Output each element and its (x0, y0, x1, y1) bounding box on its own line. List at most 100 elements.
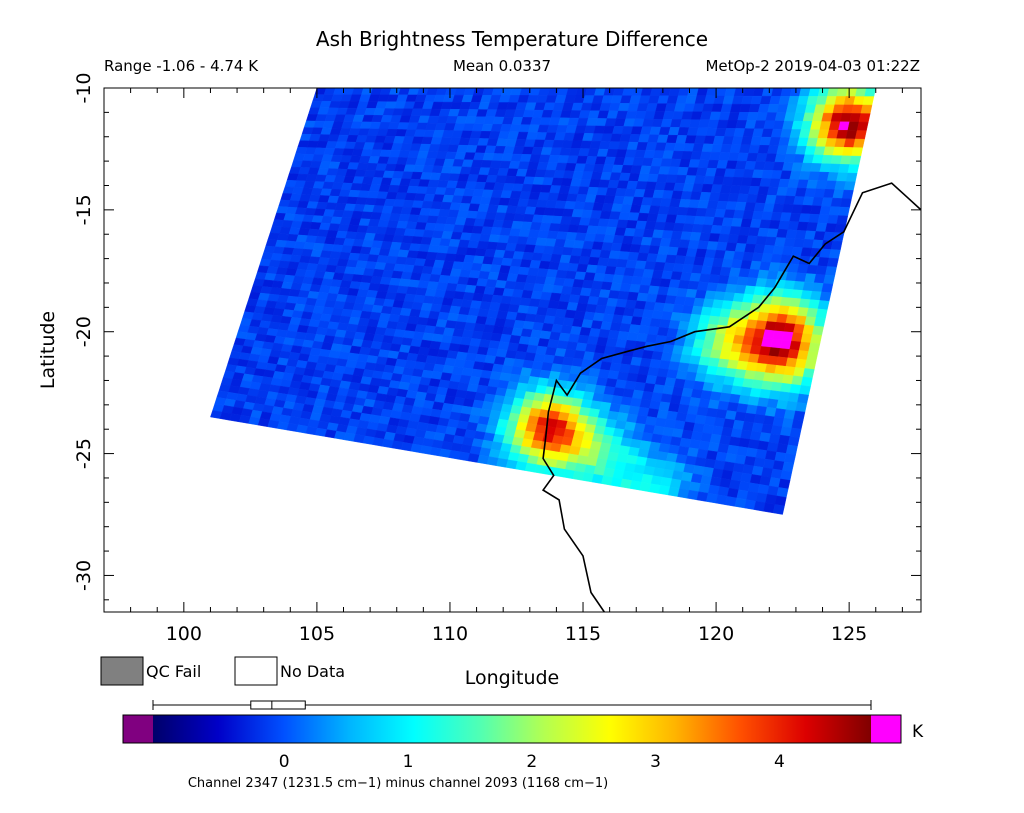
swath-cell (784, 453, 796, 464)
swath-cell (830, 240, 843, 251)
x-axis: 100 105 110 115 120 125 (130, 88, 903, 645)
swath-cell (828, 249, 841, 259)
y-tick-label: -15 (73, 194, 95, 225)
x-tick-label: 110 (432, 623, 468, 645)
y-tick-label: -25 (73, 438, 95, 469)
swath-cell (789, 427, 802, 438)
x-tick-label: 120 (698, 623, 734, 645)
swath-cell (819, 291, 832, 302)
swath-cells (210, 88, 877, 515)
source-label: MetOp-2 2019-04-03 01:22Z (705, 57, 920, 75)
plot-area (210, 88, 921, 612)
swath-cell (791, 419, 804, 430)
swath-cell (782, 417, 794, 429)
x-axis-label: Longitude (465, 667, 560, 689)
swath-cell (821, 283, 834, 293)
swath-cell (840, 198, 852, 208)
plot-frame (103, 87, 922, 613)
qc-fail-label: QC Fail (146, 662, 201, 681)
swath-cell (778, 478, 791, 490)
range-label: Range -1.06 - 4.74 K (104, 57, 259, 75)
swath-cell (815, 308, 828, 319)
swath-cell (763, 415, 775, 426)
swath-cell (845, 172, 858, 183)
swath-cell (813, 317, 826, 328)
swath-cell (817, 300, 830, 311)
colorbar-unit: K (912, 722, 924, 742)
y-axis-label: Latitude (37, 311, 59, 389)
colorbar-caption: Channel 2347 (1231.5 cm−1) minus channel… (188, 776, 608, 791)
swath-cell (787, 436, 800, 447)
x-tick-label: 100 (166, 623, 202, 645)
y-tick-label: -20 (73, 316, 95, 347)
colorbar-under (123, 715, 153, 743)
x-tick-label: 125 (831, 623, 867, 645)
swath-cell (795, 402, 808, 413)
mean-label: Mean 0.0337 (453, 57, 551, 75)
swath-cell (797, 393, 809, 404)
swath-cell (851, 147, 863, 157)
swath-cell (765, 450, 777, 461)
swath-cell (723, 461, 736, 472)
swath-cell (853, 138, 865, 148)
x-tick-label: 115 (565, 623, 601, 645)
y-tick-label: -30 (73, 560, 95, 591)
swath-cell (825, 266, 837, 276)
colorbar-tick-label: 0 (279, 752, 290, 772)
colorbar (153, 715, 871, 743)
swath-cell (709, 476, 722, 487)
swath-cell (836, 215, 849, 225)
swath-cell (785, 444, 798, 456)
colorbar-tick-label: 4 (774, 752, 785, 772)
swath-cell (808, 342, 821, 353)
boxplot-box (250, 700, 306, 710)
qc-fail-swatch (100, 656, 144, 686)
swath-cell (782, 461, 795, 473)
swath-cell (860, 104, 873, 114)
y-axis: -10 -15 -20 -25 -30 (73, 72, 921, 601)
swath-cell (776, 443, 789, 454)
chart-title: Ash Brightness Temperature Difference (316, 27, 708, 51)
swath-cell (854, 130, 867, 140)
swath-cell (810, 334, 822, 345)
swath-cell (763, 502, 776, 514)
swath-cell (804, 359, 817, 370)
swath-cell (776, 487, 789, 498)
y-tick-label: -10 (73, 72, 95, 103)
swath-cell (841, 189, 854, 200)
no-data-swatch (234, 656, 278, 686)
swath-cell (843, 181, 856, 191)
coastline (541, 182, 921, 612)
swath-cell (802, 368, 815, 379)
swath-cell (838, 206, 850, 217)
colorbar-tick-label: 1 (403, 752, 414, 772)
swath-cell (755, 448, 768, 460)
swath-cell (768, 477, 781, 488)
swath-cell (734, 454, 747, 465)
colorbar-boxplot (152, 700, 872, 710)
swath-cell (862, 96, 875, 106)
swath-cell (800, 376, 813, 387)
colorbar-over (871, 715, 901, 743)
no-data-label: No Data (280, 662, 345, 681)
swath-cell (826, 257, 839, 268)
swath-cell (847, 164, 860, 174)
colorbar-frame (122, 714, 902, 744)
colorbar-ticks: 0 1 2 3 4 (279, 752, 785, 772)
colorbar-tick-label: 3 (650, 752, 661, 772)
colorbar-tick-label: 2 (526, 752, 537, 772)
swath-cell (745, 447, 758, 458)
swath-cell (849, 155, 862, 166)
swath-cell (798, 385, 811, 396)
x-tick-label: 105 (299, 623, 335, 645)
swath-cell (856, 121, 869, 131)
swath-cell (772, 504, 785, 515)
swath-cell (864, 88, 877, 97)
swath-cell (823, 274, 836, 285)
swath-cell (793, 410, 806, 421)
swath-cell (806, 351, 819, 362)
swath-cell (780, 470, 793, 481)
swath-cell (812, 325, 824, 336)
swath-cell (858, 113, 871, 123)
